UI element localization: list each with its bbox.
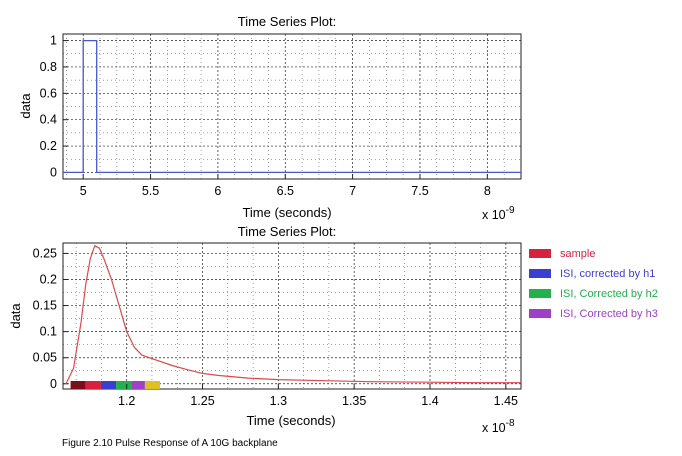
y-tick-label: 0	[50, 377, 57, 391]
top-x-axis-label: Time (seconds)	[242, 205, 331, 220]
x-tick-label: 7	[349, 184, 356, 198]
x-tick-label: 1.25	[190, 394, 214, 408]
color-marker	[100, 381, 117, 389]
y-tick-label: 1	[50, 34, 57, 48]
legend-label: ISI, corrected by h1	[560, 268, 655, 280]
bottom-axis-ticks: 1.2 1.25 1.3 1.35 1.4 1.45 0 0.05 0.1 0.15 0.2 0.25	[33, 246, 518, 408]
legend-swatch	[529, 269, 551, 278]
bottom-x-multiplier: x 10-8	[482, 418, 515, 435]
bottom-plot-area	[62, 242, 522, 390]
legend-swatch	[529, 309, 551, 318]
step-series-line	[63, 39, 521, 174]
legend-label: ISI, Corrected by h3	[560, 308, 658, 320]
x-tick-label: 1.4	[421, 394, 438, 408]
bottom-color-markers	[70, 381, 161, 389]
top-y-axis-label: data	[18, 93, 33, 119]
legend-swatch	[529, 289, 551, 298]
y-tick-label: 0.15	[33, 299, 57, 313]
figure-caption: Figure 2.10 Pulse Response of A 10G back…	[62, 438, 278, 449]
step-chart: Time Series Plot: 5 5.5 6 6.5 7 7.5 8 0 0.2 0.4 0.…	[18, 14, 522, 222]
y-tick-label: 0.4	[40, 113, 57, 127]
color-marker	[144, 381, 161, 389]
y-tick-label: 0.2	[40, 139, 57, 153]
x-tick-label: 6.5	[277, 184, 294, 198]
x-tick-label: 5	[80, 184, 87, 198]
y-tick-label: 0.2	[40, 273, 57, 287]
bottom-x-axis-label: Time (seconds)	[246, 413, 335, 428]
legend: sample ISI, corrected by h1 ISI, Corrected…	[529, 248, 658, 320]
color-marker	[116, 381, 132, 389]
legend-swatch	[529, 249, 551, 258]
legend-label: sample	[560, 248, 595, 260]
pulse-series-line	[65, 244, 521, 385]
top-axis-ticks: 5 5.5 6 6.5 7 7.5 8 0 0.2 0.4 0.6 0.8 1	[40, 34, 491, 198]
x-tick-label: 6	[214, 184, 221, 198]
x-tick-label: 1.35	[342, 394, 366, 408]
bottom-y-axis-label: data	[8, 303, 23, 329]
top-chart-title: Time Series Plot:	[238, 14, 337, 29]
y-tick-label: 0.8	[40, 60, 57, 74]
y-tick-label: 0.6	[40, 86, 57, 100]
x-tick-label: 5.5	[142, 184, 159, 198]
x-tick-label: 1.45	[494, 394, 518, 408]
top-x-multiplier: x 10-9	[482, 205, 515, 222]
legend-label: ISI, Corrected by h2	[560, 288, 658, 300]
bottom-chart-title: Time Series Plot:	[238, 224, 337, 239]
color-marker	[70, 381, 86, 389]
y-tick-label: 0.05	[33, 351, 57, 365]
x-tick-label: 7.5	[411, 184, 428, 198]
color-marker	[131, 381, 145, 389]
x-tick-label: 1.2	[118, 394, 135, 408]
y-tick-label: 0	[50, 165, 57, 179]
color-marker	[85, 381, 101, 389]
pulse-chart: Time Series Plot: 1.2 1.25 1.3 1.35 1.4 1.45 0…	[8, 224, 522, 435]
y-tick-label: 0.25	[33, 246, 57, 260]
x-tick-label: 8	[484, 184, 491, 198]
x-tick-label: 1.3	[270, 394, 287, 408]
y-tick-label: 0.1	[40, 325, 57, 339]
